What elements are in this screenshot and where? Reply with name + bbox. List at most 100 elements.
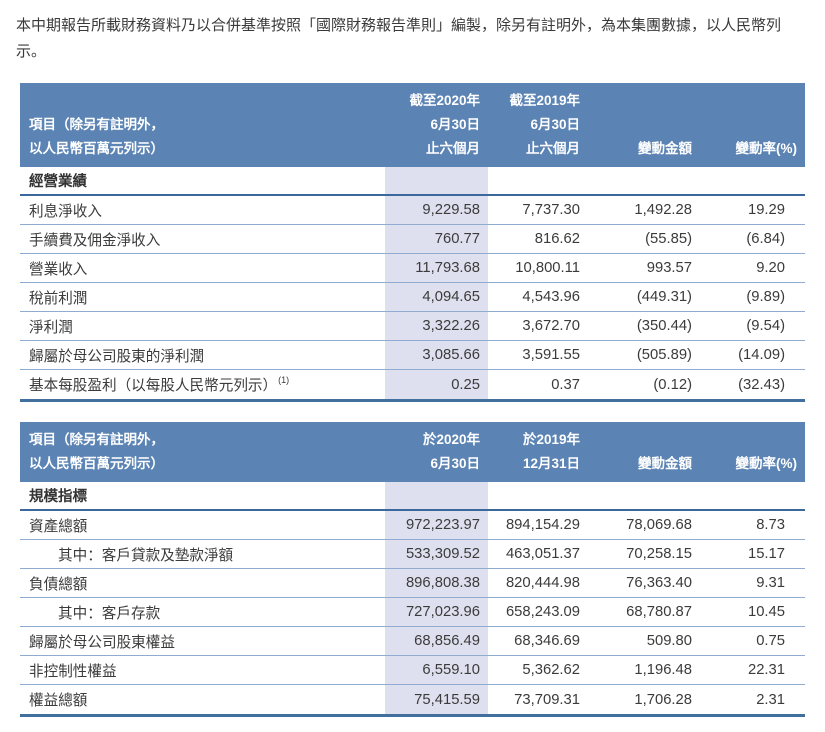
table1-header-item-line1: 項目（除另有註明外， [29, 117, 164, 132]
value-2020: 896,808.38 [385, 569, 488, 597]
table-row: 稅前利潤 4,094.65 4,543.96 (449.31) (9.89) [20, 283, 805, 312]
operating-results-table: 項目（除另有註明外， 以人民幣百萬元列示） 截至2020年 6月30日 止六個月… [20, 83, 805, 402]
table1-header-col-2020: 截至2020年 6月30日 止六個月 [409, 93, 480, 156]
value-rate: (9.54) [746, 318, 785, 334]
value-2020: 6,559.10 [385, 656, 488, 684]
section-title: 經營業績 [29, 174, 87, 190]
value-2019: 816.62 [534, 231, 580, 247]
table2-header-item: 項目（除另有註明外， 以人民幣百萬元列示） [20, 428, 385, 476]
value-2020: 760.77 [385, 225, 488, 253]
value-change: 76,363.40 [626, 575, 692, 591]
table-row: 營業收入 11,793.68 10,800.11 993.57 9.20 [20, 254, 805, 283]
value-2019: 68,346.69 [514, 633, 580, 649]
table-row: 基本每股盈利（以每股人民幣元列示） (1) 0.25 0.37 (0.12) (3… [20, 370, 805, 399]
intro-paragraph: 本中期報告所載財務資料乃以合併基準按照「國際財務報告準則」編製，除另有註明外，為… [16, 17, 782, 60]
row-label: 利息淨收入 [29, 203, 102, 220]
section-title: 規模指標 [29, 489, 87, 505]
value-rate: 8.73 [756, 517, 785, 533]
table-row: 負債總額 896,808.38 820,444.98 76,363.40 9.3… [20, 569, 805, 598]
row-label: 資產總額 [29, 518, 88, 535]
table-row: 歸屬於母公司股東的淨利潤 3,085.66 3,591.55 (505.89) … [20, 341, 805, 370]
value-2020: 11,793.68 [385, 254, 488, 282]
row-label: 基本每股盈利（以每股人民幣元列示） (1) [20, 370, 385, 399]
table1-header-col-change: 變動金額 [638, 141, 692, 156]
row-label: 歸屬於母公司股東權益 [29, 634, 175, 651]
table1-header-col-rate: 變動率(%) [735, 141, 798, 156]
value-2020: 3,085.66 [385, 341, 488, 369]
value-2020: 972,223.97 [385, 511, 488, 539]
value-rate: 2.31 [756, 691, 785, 708]
value-2020: 533,309.52 [385, 540, 488, 568]
value-rate: 15.17 [747, 546, 785, 562]
table2-header-item-line1: 項目（除另有註明外， [29, 432, 164, 447]
table-row: 手續費及佣金淨收入 760.77 816.62 (55.85) (6.84) [20, 225, 805, 254]
row-label: 歸屬於母公司股東的淨利潤 [29, 348, 205, 365]
table-row: 歸屬於母公司股東權益 68,856.49 68,346.69 509.80 0.… [20, 627, 805, 656]
value-change: 78,069.68 [626, 517, 692, 533]
row-label: 手續費及佣金淨收入 [29, 232, 161, 249]
value-2019: 894,154.29 [505, 517, 580, 533]
value-2019: 10,800.11 [515, 260, 580, 276]
row-label: 稅前利潤 [29, 290, 88, 307]
table2-header-item-line2: 以人民幣百萬元列示） [29, 456, 164, 471]
highlight-stripe [385, 482, 488, 509]
report-page: 本中期報告所載財務資料乃以合併基準按照「國際財務報告準則」編製，除另有註明外，為… [0, 13, 825, 717]
table-row: 其中：客戶存款 727,023.96 658,243.09 68,780.87 … [20, 598, 805, 627]
value-2019: 658,243.09 [505, 604, 580, 620]
table1-header-item: 項目（除另有註明外， 以人民幣百萬元列示） [20, 89, 385, 161]
highlight-stripe [385, 167, 488, 194]
value-change: 1,492.28 [634, 202, 692, 218]
value-change: (449.31) [636, 289, 692, 305]
value-2019: 820,444.98 [505, 575, 580, 591]
value-change: 1,196.48 [634, 662, 692, 678]
value-rate: 9.31 [756, 575, 785, 591]
value-2019: 0.37 [551, 376, 580, 393]
value-rate: 10.45 [747, 604, 785, 620]
value-change: 68,780.87 [626, 604, 692, 620]
value-change: 70,258.15 [626, 546, 692, 562]
footnote-marker: (1) [278, 375, 290, 385]
value-2020: 727,023.96 [385, 598, 488, 626]
table2-header-col-2019: 於2019年 12月31日 [522, 432, 580, 471]
section-row-operating-results: 經營業績 [20, 167, 805, 196]
value-rate: (32.43) [738, 376, 785, 393]
row-label-text: 基本每股盈利（以每股人民幣元列示） [29, 378, 278, 394]
value-change: 993.57 [646, 260, 692, 276]
row-label: 其中：客戶存款 [58, 605, 161, 622]
value-change: (350.44) [636, 318, 692, 334]
value-2019: 4,543.96 [522, 289, 580, 305]
value-2020: 9,229.58 [385, 196, 488, 224]
table1-header-col-2019: 截至2019年 6月30日 止六個月 [509, 93, 580, 156]
row-label: 權益總額 [29, 693, 88, 709]
value-2019: 3,672.70 [522, 318, 580, 334]
value-change: (505.89) [636, 347, 692, 363]
table-row: 權益總額 75,415.59 73,709.31 1,706.28 2.31 [20, 685, 805, 714]
table-row: 淨利潤 3,322.26 3,672.70 (350.44) (9.54) [20, 312, 805, 341]
table2-header-col-rate: 變動率(%) [735, 456, 798, 471]
row-label: 營業收入 [29, 261, 88, 278]
table1-header-item-line2: 以人民幣百萬元列示） [29, 141, 164, 156]
section-row-scale-indicators: 規模指標 [20, 482, 805, 511]
row-label: 淨利潤 [29, 319, 73, 336]
value-2019: 7,737.30 [522, 202, 580, 218]
value-2020: 68,856.49 [385, 627, 488, 655]
table2-header-col-change: 變動金額 [638, 456, 692, 471]
value-2020: 3,322.26 [385, 312, 488, 340]
value-rate: (14.09) [738, 347, 785, 363]
value-rate: (6.84) [746, 231, 785, 247]
value-2020: 75,415.59 [385, 685, 488, 714]
value-rate: 9.20 [756, 260, 785, 276]
table-row: 非控制性權益 6,559.10 5,362.62 1,196.48 22.31 [20, 656, 805, 685]
table2-header-col-2020: 於2020年 6月30日 [422, 432, 480, 471]
value-change: (55.85) [645, 231, 692, 247]
value-rate: 19.29 [747, 202, 785, 218]
value-change: 1,706.28 [634, 691, 692, 708]
row-label: 其中：客戶貸款及墊款淨額 [58, 547, 234, 564]
row-label: 負債總額 [29, 576, 88, 593]
value-2019: 463,051.37 [505, 546, 580, 562]
value-2020: 0.25 [385, 370, 488, 399]
table-row: 利息淨收入 9,229.58 7,737.30 1,492.28 19.29 [20, 196, 805, 225]
value-2019: 5,362.62 [522, 662, 580, 678]
table1-header: 項目（除另有註明外， 以人民幣百萬元列示） 截至2020年 6月30日 止六個月… [20, 83, 805, 167]
value-rate: (9.89) [746, 289, 785, 305]
